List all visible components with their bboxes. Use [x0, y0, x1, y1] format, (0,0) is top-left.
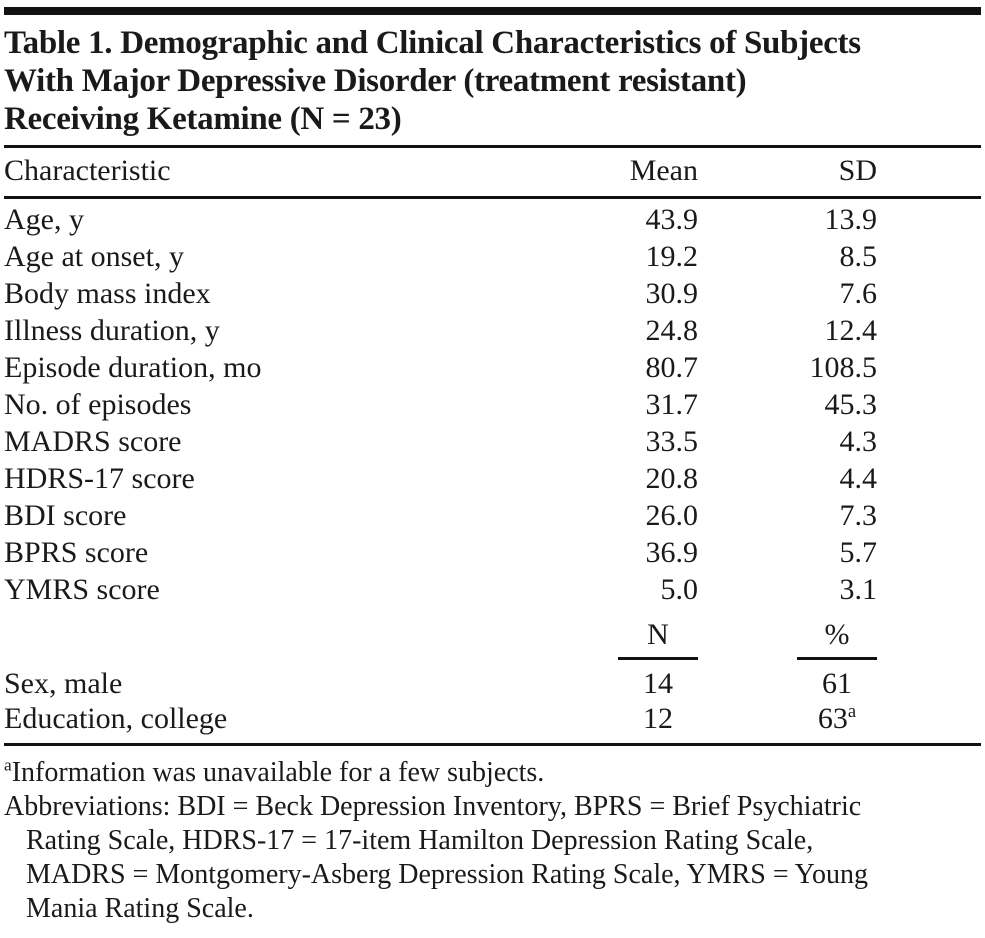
table-row-madrs-score: MADRS score 33.5 4.3	[4, 423, 981, 460]
table-row-ymrs-score: YMRS score 5.0 3.1	[4, 571, 981, 608]
table-row-no-of-episodes: No. of episodes 31.7 45.3	[4, 386, 981, 423]
table-row-hdrs17-score: HDRS-17 score 20.8 4.4	[4, 460, 981, 497]
footnote-abbreviations: Abbreviations: BDI = Beck Depression Inv…	[4, 791, 869, 924]
sd-value: 7.6	[839, 277, 878, 310]
table-top-rule	[4, 7, 981, 15]
mean-value: 36.9	[645, 536, 699, 569]
row-label: BPRS score	[4, 536, 149, 569]
mean-value: 26.0	[645, 499, 699, 532]
table-row-bprs-score: BPRS score 36.9 5.7	[4, 534, 981, 571]
subheader-empty-cell	[4, 608, 480, 660]
sd-value: 4.4	[839, 462, 878, 495]
row-label: Sex, male	[4, 667, 123, 700]
row-label: Episode duration, mo	[4, 351, 262, 384]
row-label: YMRS score	[4, 573, 160, 606]
mean-value: 5.0	[660, 573, 699, 606]
subheader-n: N	[480, 608, 702, 660]
demographics-table: Characteristic Mean SD Age, y 43.9 13.9 …	[4, 148, 981, 746]
mean-value: 43.9	[645, 203, 699, 236]
mean-value: 24.8	[645, 314, 699, 347]
table-row-episode-duration: Episode duration, mo 80.7 108.5	[4, 349, 981, 386]
column-header-characteristic: Characteristic	[4, 148, 480, 199]
table-row-illness-duration: Illness duration, y 24.8 12.4	[4, 312, 981, 349]
table-title-line-2: With Major Depressive Disorder (treatmen…	[4, 63, 747, 99]
subheader-n-label: N	[618, 620, 698, 660]
sd-value: 8.5	[839, 240, 878, 273]
table-row-education-college: Education, college 12 63a	[4, 701, 981, 746]
mean-value: 80.7	[645, 351, 699, 384]
sd-value: 7.3	[839, 499, 878, 532]
pct-value: 61	[822, 667, 852, 700]
table-row-bdi-score: BDI score 26.0 7.3	[4, 497, 981, 534]
table-header-row: Characteristic Mean SD	[4, 148, 981, 199]
column-header-mean: Mean	[480, 148, 702, 199]
footnote-a-text: Information was unavailable for a few su…	[11, 757, 545, 788]
table-row-age-at-onset: Age at onset, y 19.2 8.5	[4, 238, 981, 275]
table-title-line-1: Table 1. Demographic and Clinical Charac…	[4, 25, 861, 61]
table-title-line-3: Receiving Ketamine (N = 23)	[4, 101, 402, 137]
subheader-pct: %	[702, 608, 981, 660]
row-label: BDI score	[4, 499, 127, 532]
table-title: Table 1. Demographic and Clinical Charac…	[4, 24, 981, 138]
sd-value: 12.4	[824, 314, 878, 347]
mean-value: 19.2	[645, 240, 699, 273]
sd-value: 13.9	[824, 203, 878, 236]
row-label: HDRS-17 score	[4, 462, 195, 495]
subheader-row-n-pct: N %	[4, 608, 981, 660]
table-row-age: Age, y 43.9 13.9	[4, 198, 981, 239]
n-value: 14	[643, 667, 673, 700]
sd-value: 4.3	[839, 425, 878, 458]
mean-value: 20.8	[645, 462, 699, 495]
table-row-body-mass-index: Body mass index 30.9 7.6	[4, 275, 981, 312]
mean-value: 33.5	[645, 425, 699, 458]
row-label: Body mass index	[4, 277, 211, 310]
footnote-a: aInformation was unavailable for a few s…	[4, 756, 981, 790]
sd-value: 3.1	[839, 573, 878, 606]
sd-value: 45.3	[824, 388, 878, 421]
row-label: Education, college	[4, 701, 480, 746]
row-label: MADRS score	[4, 425, 182, 458]
sd-value: 108.5	[809, 351, 878, 384]
header-top-rule	[4, 145, 981, 148]
table-row-sex-male: Sex, male 14 61	[4, 660, 981, 701]
superscript-a: a	[847, 701, 857, 722]
mean-value: 30.9	[645, 277, 699, 310]
table-footnotes: aInformation was unavailable for a few s…	[4, 756, 981, 926]
row-label: Age, y	[4, 203, 84, 236]
row-label: No. of episodes	[4, 388, 192, 421]
footnote-a-superscript: a	[4, 755, 12, 775]
row-label: Illness duration, y	[4, 314, 220, 347]
pct-value: 63a	[702, 701, 981, 746]
mean-value: 31.7	[645, 388, 699, 421]
n-value: 12	[480, 701, 702, 746]
row-label: Age at onset, y	[4, 240, 184, 273]
column-header-sd: SD	[702, 148, 981, 199]
sd-value: 5.7	[839, 536, 878, 569]
subheader-pct-label: %	[797, 620, 877, 660]
